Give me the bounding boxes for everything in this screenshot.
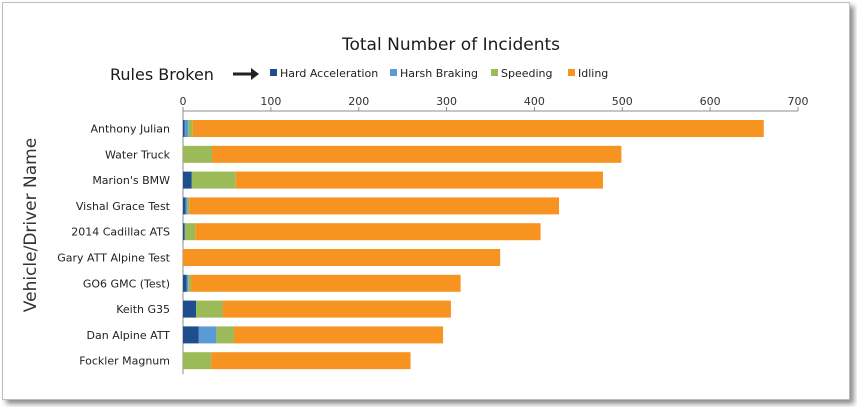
bar-segment [233, 326, 444, 344]
legend-title: Rules Broken [110, 65, 214, 84]
bar-segment [183, 274, 187, 292]
legend-swatch [491, 69, 498, 76]
x-tick-label: 700 [788, 95, 809, 108]
x-tick-label: 200 [348, 95, 369, 108]
bar-segment [189, 197, 560, 215]
legend-entry: Harsh Braking [400, 67, 478, 80]
bar-segment [198, 326, 217, 344]
legend-entry: Hard Acceleration [280, 67, 378, 80]
legend-swatch [390, 69, 397, 76]
bar-segment [216, 326, 234, 344]
category-label: Marion's BMW [92, 174, 170, 187]
x-tick-label: 100 [260, 95, 281, 108]
legend-entry: Idling [578, 67, 608, 80]
bar-segment [183, 300, 197, 318]
x-tick-label: 400 [524, 95, 545, 108]
bar-segment [185, 197, 188, 215]
category-label: GO6 GMC (Test) [83, 277, 170, 290]
bar-segment [190, 274, 461, 292]
category-label: Water Truck [105, 148, 171, 161]
bar-segment [211, 145, 622, 163]
bar-segment [186, 274, 189, 292]
bar-segment [183, 171, 192, 189]
bar-segment [188, 120, 193, 137]
bar-segment [183, 197, 186, 215]
legend-entry: Speeding [501, 67, 553, 80]
chart-title: Total Number of Incidents [341, 35, 560, 55]
bar-segment [187, 197, 190, 215]
bar-segment [235, 171, 603, 189]
legend-swatch [270, 69, 277, 76]
bar-segment [222, 300, 451, 318]
category-labels: Anthony Julian Water Truck Marion's BMW Vis… [57, 123, 170, 368]
x-tick-label: 600 [700, 95, 721, 108]
bar-segment [196, 300, 223, 318]
legend: Hard Acceleration Harsh Braking Speeding Id… [270, 67, 608, 80]
category-label: 2014 Cadillac ATS [71, 226, 170, 239]
bar-segment [191, 171, 236, 189]
bar-segment [192, 120, 764, 137]
bars [183, 120, 764, 370]
category-label: Vishal Grace Test [76, 200, 171, 213]
bar-segment [183, 326, 199, 344]
bar-segment [188, 274, 191, 292]
bar-segment [184, 223, 196, 241]
bar-segment [183, 120, 185, 137]
legend-arrow-icon [233, 68, 259, 80]
y-axis-label: Vehicle/Driver Name [21, 138, 41, 312]
category-label: Keith G35 [116, 303, 170, 316]
bar-segment [183, 249, 501, 266]
bar-segment [184, 120, 189, 137]
bar-segment [211, 352, 411, 370]
bar-segment [195, 223, 541, 241]
x-tick-label: 300 [436, 95, 457, 108]
category-label: Gary ATT Alpine Test [57, 252, 170, 265]
category-label: Dan Alpine ATT [87, 329, 171, 342]
x-tick-label: 0 [180, 95, 187, 108]
x-tick-label: 500 [612, 95, 633, 108]
bar-segment [183, 145, 212, 163]
category-label: Anthony Julian [90, 123, 170, 136]
category-label: Fockler Magnum [79, 355, 170, 368]
bar-segment [183, 223, 185, 241]
legend-swatch [568, 69, 575, 76]
bar-segment [183, 352, 212, 370]
